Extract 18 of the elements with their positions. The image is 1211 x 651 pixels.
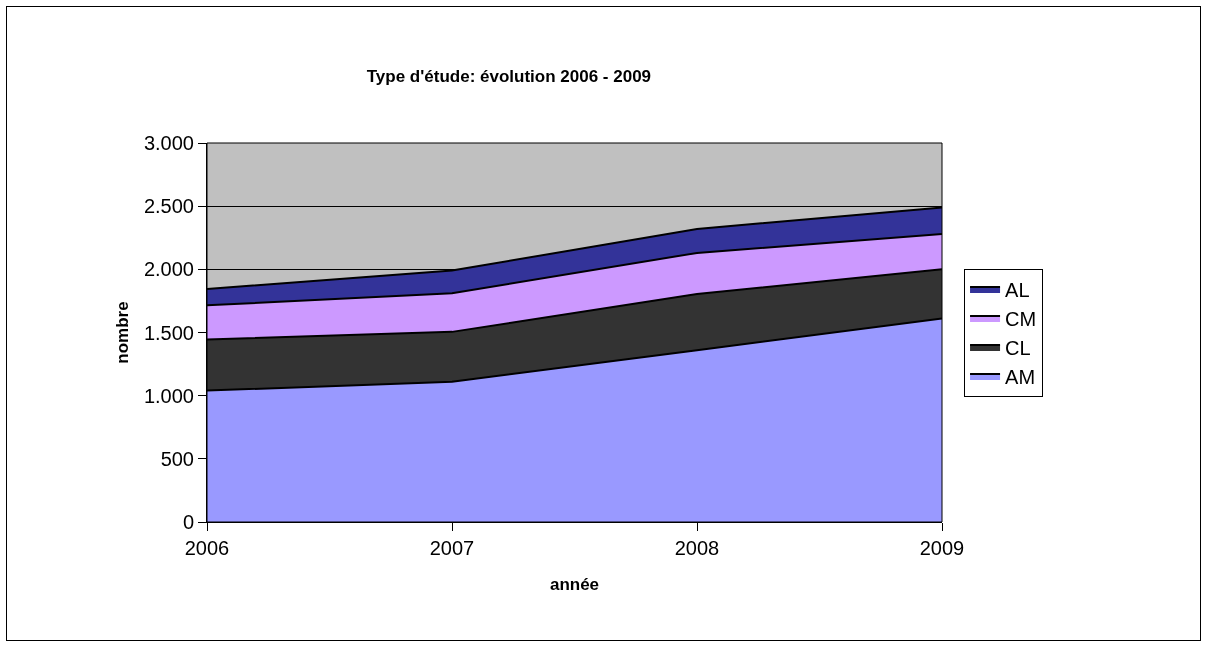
y-tick-label: 2.000: [143, 258, 194, 281]
x-axis-title: année: [549, 575, 600, 595]
y-tick-label: 1.000: [143, 384, 194, 407]
y-tick-label: 0: [182, 511, 194, 533]
x-tick-label: 2007: [429, 537, 475, 559]
legend-label: CL: [1005, 336, 1031, 359]
y-tick-label: 2.500: [143, 195, 194, 218]
y-tick-label: 1.500: [143, 321, 194, 344]
y-tick-label: 3.000: [143, 132, 194, 154]
legend-label: AM: [1005, 365, 1036, 388]
y-axis-title: nombre: [113, 301, 133, 364]
x-tick-label: 2009: [919, 537, 965, 559]
legend-label: CM: [1005, 307, 1037, 330]
y-tick-label: 500: [160, 447, 194, 470]
x-tick-label: 2006: [184, 537, 230, 559]
x-tick-label: 2008: [674, 537, 720, 559]
chart-title: Type d'étude: évolution 2006 - 2009: [366, 67, 652, 87]
legend-label: AL: [1005, 278, 1030, 301]
